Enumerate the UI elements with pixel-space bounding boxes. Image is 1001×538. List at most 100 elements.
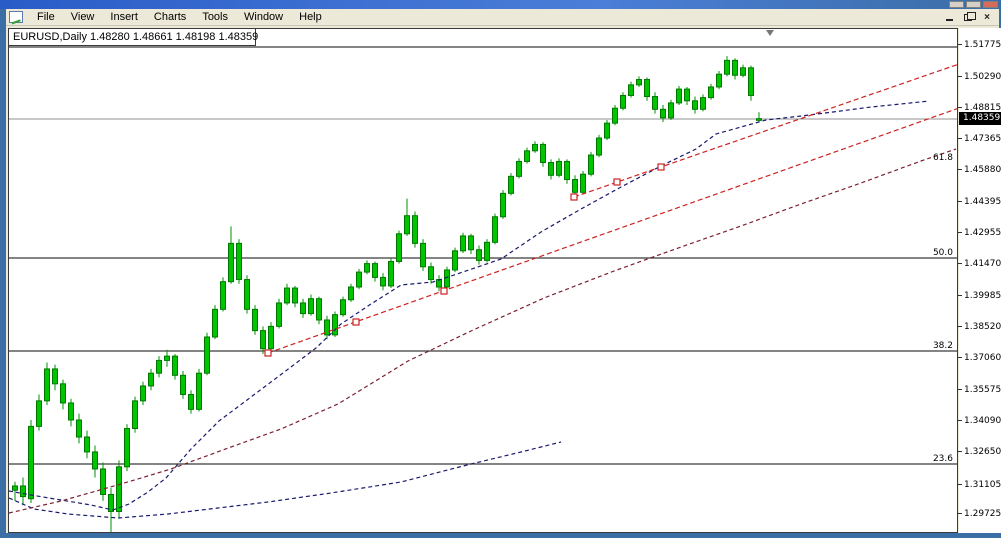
candle-body [92, 451, 98, 470]
candle-body [284, 287, 290, 304]
ma-slow-navy [9, 441, 562, 519]
candle-body [724, 59, 730, 75]
trendline-lower-handle [264, 349, 272, 357]
chart-window-icon[interactable] [9, 11, 23, 23]
price-tick-label: 1.50290 [964, 71, 1001, 82]
trendline-lower-handle [352, 318, 360, 326]
candle-body [140, 385, 146, 402]
child-close-icon[interactable]: × [984, 11, 990, 23]
candle-body [116, 466, 122, 513]
current-price-box: 1.48359 [959, 112, 1001, 125]
candle-body [388, 260, 394, 287]
candle-body [68, 402, 74, 421]
candle-body [580, 173, 586, 193]
candle-body [596, 137, 602, 156]
candle-body [428, 266, 434, 281]
menu-item-insert[interactable]: Insert [110, 11, 138, 23]
menu-items: File View Insert Charts Tools Window Help [29, 10, 330, 24]
candle-body [300, 302, 306, 315]
trendline-upper-handle [657, 163, 665, 171]
candle-body [332, 314, 338, 336]
candle-body [684, 88, 690, 102]
candle-body [404, 215, 410, 235]
candle-body [492, 216, 498, 243]
candle-body [732, 59, 738, 76]
trendline-upper [573, 64, 957, 198]
candle-body [636, 79, 642, 86]
maximize-button[interactable] [966, 1, 981, 8]
trendline-upper-handle [613, 178, 621, 186]
candle-body [668, 102, 674, 119]
candle-body [364, 263, 370, 273]
fib-label-61.8: 61.8 [933, 153, 953, 163]
chart-area[interactable]: 61.8 50.0 38.2 23.6 EURUSD,Daily 1.48280 1.… [8, 28, 958, 533]
candle-body [756, 118, 762, 121]
candle-body [268, 325, 274, 350]
candle-body [100, 468, 106, 495]
candle-body [460, 235, 466, 252]
candle-body [180, 374, 186, 395]
candle-body [548, 162, 554, 176]
candle-body [380, 276, 386, 287]
price-tick-label: 1.41470 [964, 259, 1001, 270]
fib-label-50.0: 50.0 [933, 248, 953, 258]
candle-body [348, 286, 354, 301]
minimize-button[interactable] [949, 1, 964, 8]
menu-item-view[interactable]: View [70, 11, 95, 23]
price-tick-label: 1.39985 [964, 290, 1001, 301]
candle-body [228, 242, 234, 283]
candle-body [420, 242, 426, 268]
candle-body [84, 436, 90, 453]
candle-body [612, 107, 618, 124]
menu-item-window[interactable]: Window [244, 11, 284, 23]
menu-item-tools[interactable]: Tools [202, 11, 228, 23]
price-tick-label: 1.42955 [964, 227, 1001, 238]
candle-body [500, 192, 506, 218]
candle-body [644, 79, 650, 98]
title-bar[interactable] [0, 0, 1001, 9]
candle-body [124, 428, 130, 468]
ma-mid-maroon [9, 148, 957, 514]
candle-body [36, 400, 42, 427]
child-restore-icon[interactable] [960, 11, 976, 24]
candle-body [468, 235, 474, 251]
candle-body [516, 160, 522, 177]
candle-body [572, 179, 578, 193]
chart-shift-marker-icon[interactable] [766, 30, 774, 36]
candle-body [444, 269, 450, 288]
candle-body [292, 287, 298, 304]
price-axis: 1.51775 1.50290 1.48815 1.47365 1.45880 1.443… [958, 28, 1001, 533]
price-tick-label: 1.29725 [964, 509, 1001, 520]
candle-body [356, 271, 362, 288]
close-button[interactable] [983, 1, 998, 8]
candle-body [372, 263, 378, 278]
ma-fast-navy [9, 100, 930, 511]
menu-item-charts[interactable]: Charts [153, 11, 187, 23]
price-tick-label: 1.37060 [964, 353, 1001, 364]
candle-body [716, 73, 722, 88]
menu-item-file[interactable]: File [37, 11, 55, 23]
candle-body [316, 298, 322, 321]
candle-body [308, 298, 314, 315]
fib-label-38.2: 38.2 [933, 341, 953, 351]
candle-body [212, 308, 218, 338]
candlestick-chart[interactable]: 61.8 50.0 38.2 23.6 [9, 29, 957, 532]
candle-body [148, 372, 154, 387]
candle-body [588, 154, 594, 175]
candle-body [476, 249, 482, 261]
candle-body [508, 175, 514, 194]
candle-body [340, 299, 346, 316]
child-minimize-icon[interactable] [941, 11, 957, 24]
candle-body [188, 393, 194, 410]
price-tick-label: 1.32650 [964, 446, 1001, 457]
trendline-lower-handle [440, 287, 448, 295]
menu-item-help[interactable]: Help [299, 11, 322, 23]
candle-body [76, 419, 82, 438]
candle-body [436, 279, 442, 288]
child-window-controls: × [941, 11, 999, 24]
candle-body [108, 493, 114, 513]
candle-body [260, 330, 266, 350]
price-tick-label: 1.34090 [964, 416, 1001, 427]
window-bottom-border [0, 533, 1001, 538]
